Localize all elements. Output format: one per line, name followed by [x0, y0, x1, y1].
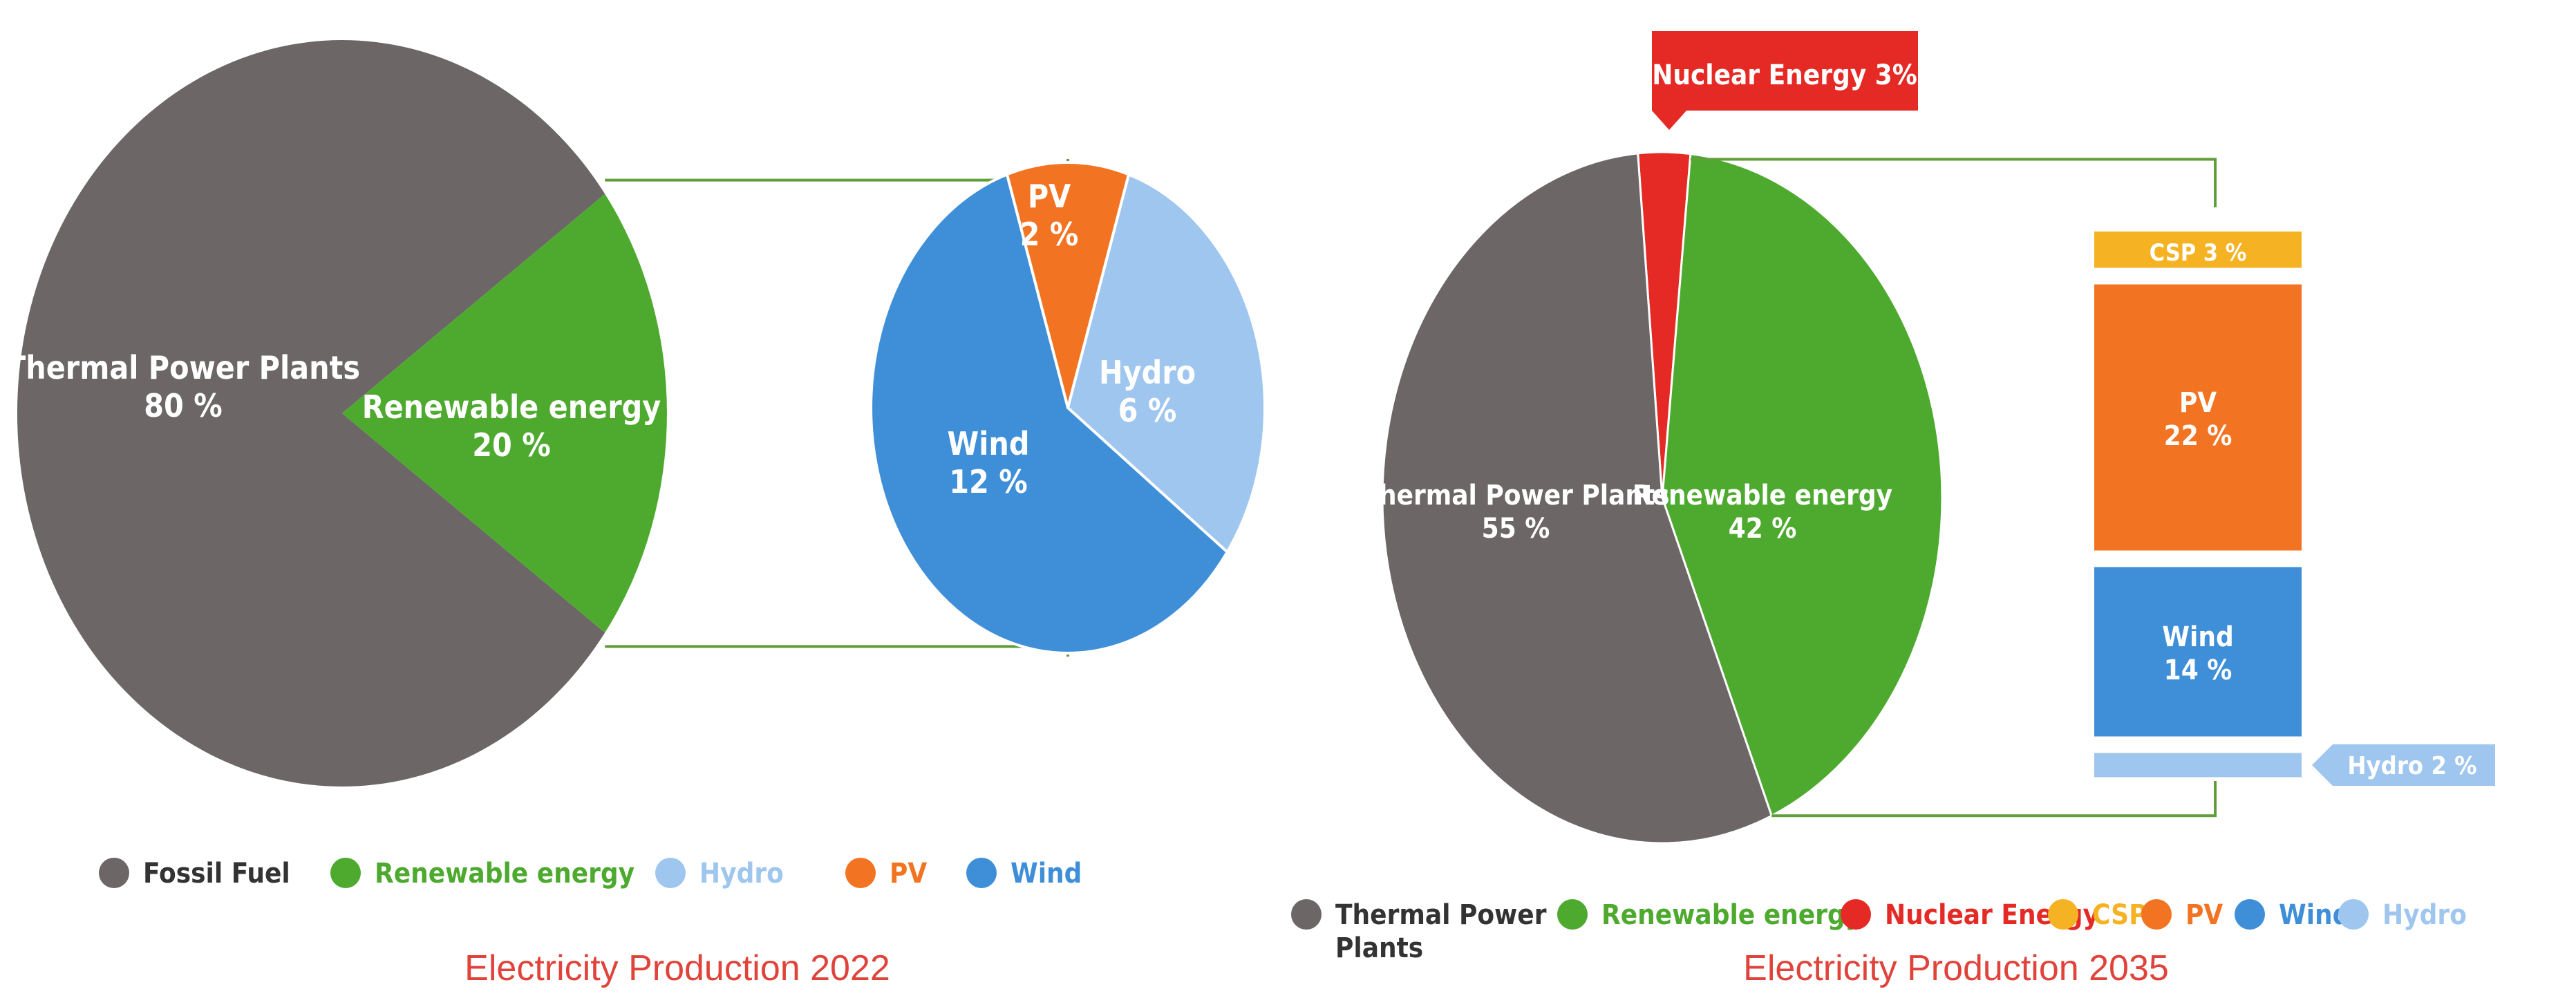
label-renewable-energy: Renewable energy 20 % — [362, 388, 661, 464]
legend-2022-label-hydro: Hydro — [699, 858, 784, 890]
breakdown-pie-2022 — [869, 161, 1267, 655]
legend-2035-label-renewable-energy: Renewable energy — [1601, 899, 1861, 931]
legend-2022: Fossil Fuel Renewable energy Hydro PV Wind — [99, 858, 1082, 890]
breakdown-slice-pv — [1005, 161, 1131, 413]
main-pie-2022 — [17, 39, 667, 787]
legend-2035-item-csp: CSP — [2048, 899, 2147, 931]
legend-2022-label-pv: PV — [890, 858, 927, 890]
legend-2035-item-thermal-power-plants: Thermal Power Plants — [1291, 899, 1547, 964]
legend-2035-label-hydro: Hydro — [2382, 899, 2467, 931]
breakdown-slice-wind — [869, 172, 1230, 655]
legend-2022-label-wind: Wind — [1010, 858, 1082, 890]
breakdown-segment-csp — [2094, 232, 2302, 268]
legend-2035-swatch-csp — [2048, 899, 2078, 930]
legend-2035-swatch-pv — [2141, 899, 2172, 930]
breakdown-segment-wind — [2094, 567, 2302, 737]
breakdown-bar-2035 — [2094, 232, 2302, 778]
chart-2022: Thermal Power Plants 80 % Renewable energy… — [6, 39, 1267, 988]
chart-title-2035: Electricity Production 2035 — [1743, 948, 2169, 988]
connector-2035 — [1690, 158, 2217, 818]
breakdown-label-csp: CSP 3 % — [2150, 239, 2247, 267]
chart-2035: Thermal Power Plants 55 %Renewable energy… — [1291, 31, 2495, 988]
slice-thermal-power-plants — [1381, 152, 1774, 845]
hydro-callout-tag — [2312, 744, 2495, 786]
legend-2022-item-hydro: Hydro — [655, 858, 784, 890]
legend-2035-label-csp: CSP — [2092, 899, 2147, 931]
legend-2022-label-renewable-energy: Renewable energy — [375, 858, 634, 890]
connector-line-top — [1690, 158, 2217, 207]
breakdown-label-pv: PV 22 % — [2164, 387, 2232, 452]
slice-renewable-energy — [1661, 152, 1944, 818]
legend-2022-label-fossil-fuel: Fossil Fuel — [143, 858, 290, 890]
slice-thermal-power-plants — [17, 39, 605, 787]
legend-2035-label-pv: PV — [2185, 899, 2223, 931]
legend-2035-item-wind: Wind — [2235, 899, 2350, 931]
nuclear-callout-box — [1652, 31, 1918, 130]
legend-2022-item-pv: PV — [845, 858, 927, 890]
label-thermal-power-plants: Thermal Power Plants 55 % — [1362, 480, 1669, 545]
legend-2035-item-pv: PV — [2141, 899, 2223, 931]
legend-2022-swatch-pv — [845, 858, 876, 888]
legend-2022-swatch-renewable-energy — [330, 858, 361, 888]
legend-2022-item-fossil-fuel: Fossil Fuel — [99, 858, 290, 890]
connector-line-bottom — [1771, 781, 2217, 818]
labels-2022: Thermal Power Plants 80 % Renewable energy… — [6, 178, 1196, 500]
legend-2035-swatch-nuclear-energy — [1841, 899, 1871, 930]
breakdown-segment-pv — [2094, 284, 2302, 551]
breakdown-label-hydro: Hydro 2 % — [2347, 752, 2476, 780]
legend-2022-item-wind: Wind — [966, 858, 1082, 890]
legend-2022-swatch-wind — [966, 858, 997, 888]
label-nuclear-energy: Nuclear Energy 3% — [1652, 59, 1917, 91]
breakdown-segment-hydro — [2094, 753, 2302, 778]
nuclear-callout: Nuclear Energy 3% — [1652, 31, 1918, 130]
label-renewable-energy: Renewable energy 42 % — [1633, 480, 1892, 545]
legend-2035-swatch-hydro — [2338, 899, 2369, 930]
legend-2022-swatch-fossil-fuel — [99, 858, 129, 888]
legend-2022-swatch-hydro — [655, 858, 686, 888]
slice-renewable-energy — [342, 194, 667, 633]
breakdown-slice-hydro — [1066, 172, 1267, 554]
label-thermal-power-plants: Thermal Power Plants 80 % — [6, 349, 360, 424]
legend-2035-label-thermal-power-plants: Thermal Power Plants — [1335, 899, 1547, 964]
breakdown-label-wind: Wind 12 % — [948, 425, 1030, 500]
legend-2022-item-renewable-energy: Renewable energy — [330, 858, 634, 890]
breakdown-label-pv: PV 2 % — [1020, 178, 1079, 253]
main-pie-2035 — [1381, 151, 1944, 845]
legend-2035-item-renewable-energy: Renewable energy — [1557, 899, 1861, 931]
labels-2035: Thermal Power Plants 55 %Renewable energy… — [1362, 31, 2495, 786]
connector-line-bottom — [605, 645, 1069, 657]
breakdown-label-wind: Wind 14 % — [2162, 621, 2233, 686]
legend-2035-swatch-wind — [2235, 899, 2265, 930]
chart-title-2022: Electricity Production 2022 — [464, 948, 890, 988]
legend-2035-swatch-thermal-power-plants — [1291, 899, 1322, 930]
hydro-callout: Hydro 2 % — [2312, 744, 2495, 786]
breakdown-label-hydro: Hydro 6 % — [1099, 354, 1196, 429]
legend-2035-item-hydro: Hydro — [2338, 899, 2467, 931]
legend-2035-swatch-renewable-energy — [1557, 899, 1588, 930]
